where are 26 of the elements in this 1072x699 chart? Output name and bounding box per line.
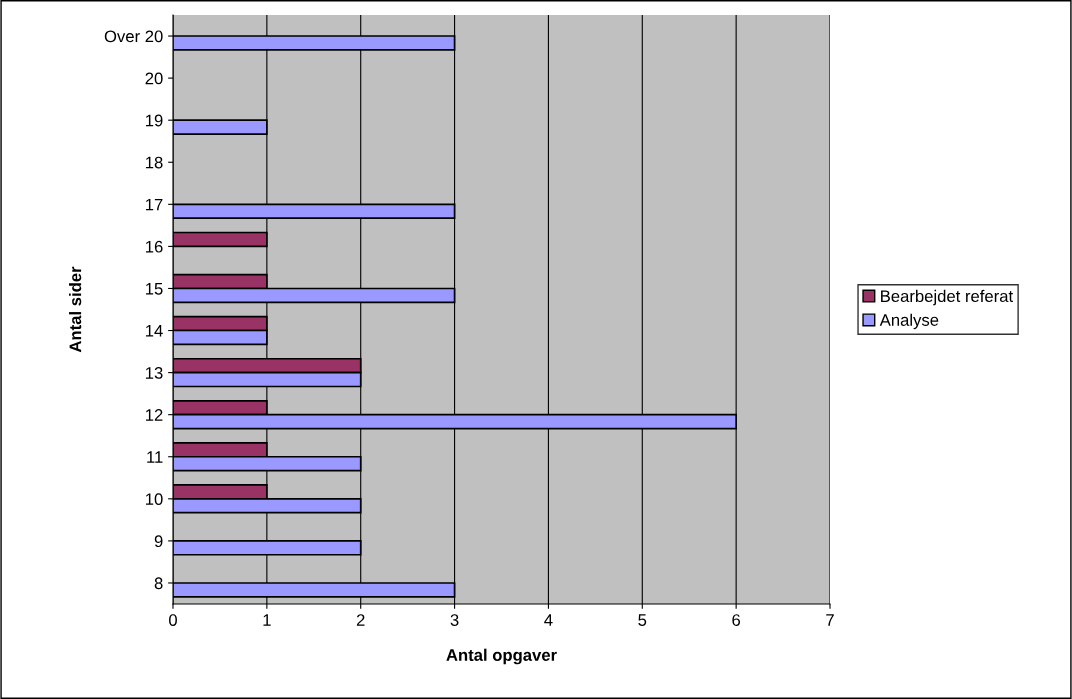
x-tick-label: 1	[263, 614, 271, 626]
y-tick-label: 17	[146, 198, 163, 211]
y-tick-label: 8	[154, 577, 163, 590]
legend-label: Bearbejdet referat	[881, 289, 1013, 306]
y-tick-label: 13	[146, 367, 163, 379]
x-tick-label: 5	[638, 614, 647, 626]
y-tick-label: 12	[146, 409, 163, 421]
x-tick-label: 0	[169, 614, 177, 626]
y-tick-label: 11	[147, 451, 163, 463]
legend-label: Analyse	[879, 313, 939, 330]
y-tick-label: 10	[146, 493, 163, 506]
y-tick-label: 18	[146, 156, 163, 169]
y-tick-label: Over 20	[104, 30, 163, 43]
y-axis-title: Antal sider	[69, 266, 82, 353]
y-tick-label: 14	[146, 325, 163, 337]
x-tick-label: 2	[356, 614, 365, 626]
x-tick-label: 6	[732, 614, 741, 626]
y-tick-label: 16	[146, 240, 163, 253]
x-tick-label: 7	[826, 614, 834, 626]
x-tick-label: 4	[544, 614, 553, 626]
y-tick-label: 19	[146, 114, 163, 127]
x-tick-label: 3	[450, 614, 459, 626]
y-tick-label: 20	[145, 72, 163, 85]
y-tick-label: 15	[146, 283, 163, 295]
y-tick-label: 9	[154, 535, 163, 548]
x-axis-title: Antal opgaver	[446, 648, 557, 665]
